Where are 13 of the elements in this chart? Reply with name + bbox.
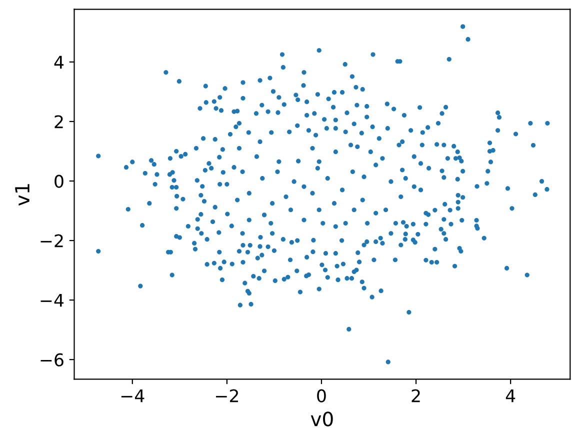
y-tick-label: 2 (54, 115, 63, 128)
y-tick-label: 4 (54, 56, 64, 69)
x-tick-label: 0 (317, 389, 326, 402)
x-axis-title: v0 (310, 412, 333, 426)
y-tick-label: −2 (40, 234, 63, 248)
y-tick-label: −6 (40, 353, 64, 366)
y-tick-label: 0 (54, 174, 64, 188)
x-tick-label: −4 (121, 389, 144, 402)
y-axis-title: v1 (15, 184, 30, 206)
y-tick-label: −4 (40, 294, 64, 307)
x-tick-label: 2 (412, 389, 420, 402)
x-tick-label: 4 (506, 389, 516, 402)
x-tick-label: −2 (216, 389, 238, 402)
